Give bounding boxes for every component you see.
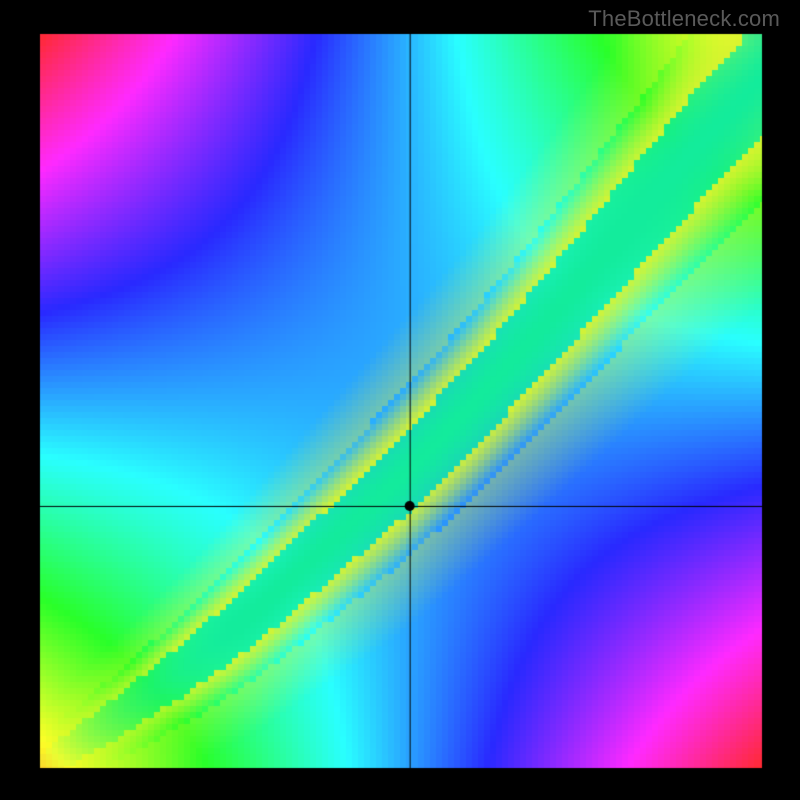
bottleneck-heatmap — [0, 0, 800, 800]
watermark-text: TheBottleneck.com — [588, 6, 780, 32]
chart-container: TheBottleneck.com — [0, 0, 800, 800]
